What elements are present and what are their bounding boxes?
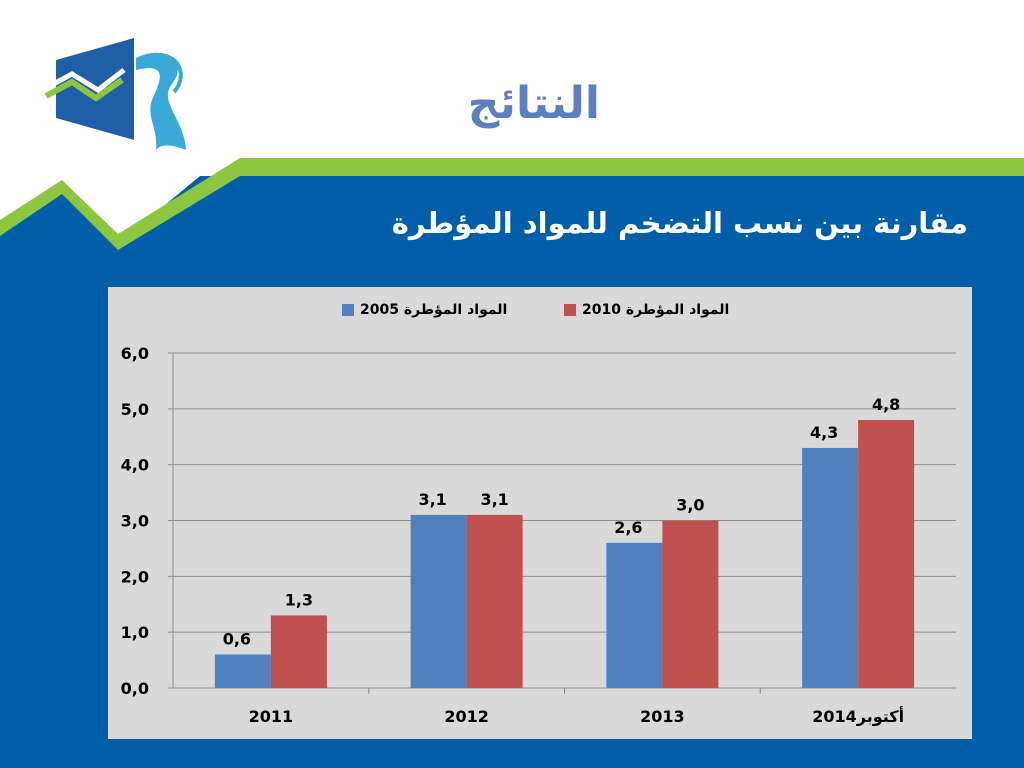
legend-item-series-2010: المواد المؤطرة 2010 <box>564 300 729 320</box>
slide-subtitle: مقارنة بين نسب التضخم للمواد المؤطرة <box>391 206 968 240</box>
data-label: 3,1 <box>480 490 508 509</box>
y-tick-label: 6,0 <box>121 344 149 363</box>
y-tick-label: 5,0 <box>121 400 149 419</box>
legend-item-series-2005: المواد المؤطرة 2005 <box>342 300 507 320</box>
legend-swatch-series-2010 <box>564 304 576 316</box>
bar-series-2 <box>858 420 915 688</box>
data-label: 3,0 <box>676 496 704 515</box>
y-tick-label: 1,0 <box>121 623 149 642</box>
bar-series-2 <box>270 615 327 688</box>
bar-chart: 0,0 1,0 2,0 3,0 4,0 5,0 6,0 2011 0,6 1,3 2012 3,1 3,… <box>121 344 956 726</box>
x-tick-label: 2012 <box>444 707 489 726</box>
logo-cyan-arc <box>149 53 183 94</box>
data-label: 2,6 <box>614 518 642 537</box>
y-tick-label: 4,0 <box>121 456 149 475</box>
data-label: 1,3 <box>285 590 313 609</box>
data-label: 0,6 <box>223 630 251 649</box>
data-label: 4,8 <box>872 395 900 414</box>
bar-series-1 <box>410 514 467 688</box>
logo-green-wave <box>44 77 124 102</box>
bar-series-1 <box>802 447 859 688</box>
logo <box>44 38 186 151</box>
y-tick-label: 2,0 <box>121 567 149 586</box>
y-tick-label: 3,0 <box>121 512 149 531</box>
legend-swatch-series-2005 <box>342 304 354 316</box>
bar-series-2 <box>662 520 719 688</box>
y-tick-label: 0,0 <box>121 679 149 698</box>
x-tick-label: 2011 <box>249 707 294 726</box>
logo-cyan-curve <box>136 52 186 151</box>
bar-series-2 <box>466 514 523 688</box>
legend-label-series-2010: المواد المؤطرة 2010 <box>582 302 730 318</box>
legend-label-series-2005: المواد المؤطرة 2005 <box>360 302 508 318</box>
green-stripe <box>0 158 1024 250</box>
chart-panel: المواد المؤطرة 2005 المواد المؤطرة 2010 … <box>108 287 972 739</box>
bar-series-1 <box>214 654 271 688</box>
logo-white-wave <box>48 68 126 94</box>
bar-series-1 <box>606 542 663 688</box>
data-label: 3,1 <box>418 490 446 509</box>
data-label: 4,3 <box>810 423 838 442</box>
x-tick-label: أكتوبر2014 <box>812 706 904 726</box>
x-tick-label: 2013 <box>640 707 685 726</box>
slide-title: النتائج <box>467 78 600 129</box>
